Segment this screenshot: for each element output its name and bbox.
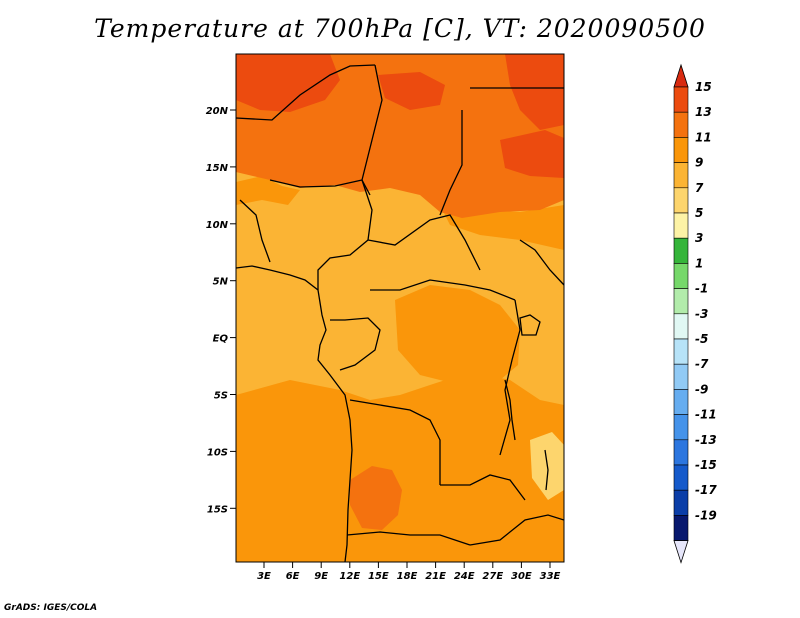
field-warm-west [236, 176, 300, 205]
colorbar-label: -9 [695, 382, 708, 396]
field-hot-south [350, 466, 402, 530]
coastline-west [236, 265, 353, 562]
border-libya-sudan [439, 110, 463, 216]
longitude-axis: 3E 6E 9E 12E 15E 18E 21E 24E 27E 30E 33E [257, 562, 561, 582]
colorbar-bin [673, 86, 689, 113]
lat-tick-label: 5N [213, 277, 229, 288]
map-frame [235, 53, 565, 563]
colorbar-bin [673, 464, 689, 491]
lon-tick-label: 27E [482, 571, 503, 582]
latitude-axis: 20N 15N 10N 5N EQ 5S 10S 15S [206, 106, 236, 515]
border-ethiopia [519, 239, 564, 286]
colorbar-bottom-arrow [673, 540, 689, 564]
lon-tick-label: 9E [314, 571, 328, 582]
colorbar-label: 1 [695, 256, 703, 270]
colorbar-bin [673, 338, 689, 365]
colorbar: 15 13 11 9 7 5 3 1 -1 -3 -5 -7 -9 -11 -13 -15 -17 -19 [673, 63, 717, 564]
footer-credit: GrADS: IGES/COLA [4, 603, 98, 613]
colorbar-label: 15 [695, 80, 712, 94]
border-car-north [367, 214, 481, 271]
lon-tick-label: 3E [257, 571, 271, 582]
colorbar-label: 3 [695, 231, 703, 245]
colorbar-label: -19 [695, 508, 717, 522]
colorbar-label: -7 [695, 357, 709, 371]
field-hot-ne-inner [500, 130, 564, 178]
colorbar-label: -11 [695, 408, 717, 422]
field-warm-central [395, 285, 520, 385]
colorbar-label: 9 [695, 156, 703, 170]
colorbar-bin [673, 389, 689, 415]
lon-tick-label: 24E [454, 571, 475, 582]
colorbar-top-arrow [673, 63, 689, 88]
colorbar-bin [673, 489, 689, 516]
field-hottest-nw [236, 54, 340, 112]
border-west-africa [239, 199, 271, 263]
colorbar-bin [673, 313, 689, 340]
colorbar-bin [673, 263, 689, 289]
lon-tick-label: 21E [425, 571, 446, 582]
colorbar-bin [673, 187, 689, 214]
colorbar-label: 5 [695, 206, 703, 220]
border-chad-sudan [361, 64, 383, 196]
colorbar-bin [673, 212, 689, 239]
colorbar-label: -15 [695, 458, 717, 472]
colorbar-bin [673, 111, 689, 138]
temperature-field [236, 54, 564, 562]
colorbar-label: -5 [695, 332, 708, 346]
lon-tick-label: 15E [368, 571, 389, 582]
lat-tick-label: 20N [206, 106, 229, 117]
lon-tick-label: 18E [397, 571, 418, 582]
lat-tick-label: EQ [213, 334, 229, 345]
colorbar-bin [673, 237, 689, 264]
map-title: Temperature at 700hPa [C], VT: 202009050… [94, 14, 706, 43]
colorbar-label: 13 [695, 105, 712, 119]
border-congo [330, 317, 381, 371]
border-nigeria-north [269, 179, 363, 188]
field-hottest-center [378, 72, 445, 110]
lon-tick-label: 12E [339, 571, 360, 582]
lake-victoria [519, 314, 541, 336]
border-namibia [346, 531, 471, 546]
lat-tick-label: 15S [207, 504, 228, 515]
colorbar-bin [673, 515, 689, 541]
lake-malawi [544, 449, 549, 491]
lat-tick-label: 10S [207, 447, 228, 458]
colorbar-label: -3 [695, 307, 708, 321]
colorbar-label: 7 [695, 181, 704, 195]
colorbar-label: -13 [695, 433, 717, 447]
colorbar-bin [673, 363, 689, 390]
border-angola-zambia [440, 474, 526, 501]
field-warm-south [236, 372, 564, 562]
colorbar-label: -17 [695, 483, 717, 497]
lon-tick-label: 33E [540, 571, 561, 582]
border-car-south [370, 279, 516, 301]
field-hottest-ne [505, 54, 564, 130]
border-south-misc [469, 514, 564, 546]
country-borders [236, 64, 564, 562]
lon-tick-label: 6E [286, 571, 300, 582]
colorbar-bin [673, 137, 689, 163]
border-nigeria-cameroon [317, 179, 373, 290]
lake-tanganyika [504, 379, 516, 441]
lat-tick-label: 5S [214, 391, 228, 402]
lat-tick-label: 15N [206, 163, 229, 174]
colorbar-bin [673, 439, 689, 466]
lat-tick-label: 10N [206, 220, 229, 231]
colorbar-label: -1 [695, 282, 708, 296]
border-drc-east [499, 299, 521, 456]
lon-tick-label: 30E [511, 571, 532, 582]
colorbar-bin [673, 414, 689, 441]
border-niger-chad [236, 64, 376, 121]
border-angola-drc [349, 399, 441, 485]
colorbar-label: 11 [695, 130, 712, 144]
colorbar-bin [673, 162, 689, 189]
colorbar-bin [673, 288, 689, 315]
